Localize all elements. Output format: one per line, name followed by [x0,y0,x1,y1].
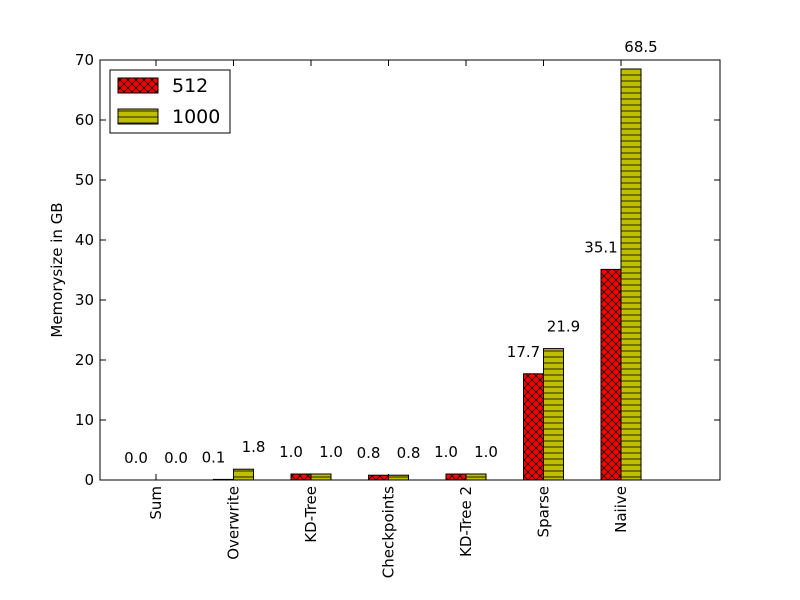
bar-sparse-512 [523,373,544,481]
bar-hatch [543,348,564,481]
y-tick-label: 20 [75,351,94,369]
value-label-overwrite-1000: 1.8 [242,438,266,456]
x-tick-label-naiive: Naiive [612,486,630,533]
value-label-overwrite-512: 0.1 [202,448,226,466]
x-tick-label-kd-tree-2: KD-Tree 2 [457,486,475,557]
value-label-sum-1000: 0.0 [164,449,188,467]
legend: 512 1000 [109,69,231,134]
value-label-kd-tree-1000: 1.0 [319,443,343,461]
value-label-kd-tree-2-512: 1.0 [434,443,458,461]
y-tick-label: 0 [84,471,94,489]
bar-hatch [290,473,312,481]
value-label-checkpoints-1000: 0.8 [397,444,421,462]
bar-hatch [445,473,467,481]
value-label-checkpoints-512: 0.8 [357,444,381,462]
bar-kd-tree-2-512 [445,473,467,481]
bar-hatch [310,473,332,481]
value-label-kd-tree-512: 1.0 [279,443,303,461]
y-axis: 0 10 20 30 40 50 60 70 [75,51,720,489]
bar-checkpoints-512 [368,474,389,481]
legend-hatch-512 [118,78,158,93]
y-tick-label: 10 [75,411,94,429]
value-label-sparse-512: 17.7 [507,343,540,361]
bar-hatch [233,468,254,481]
value-label-kd-tree-2-1000: 1.0 [474,443,498,461]
bar-hatch [523,373,544,481]
bar-hatch [388,474,409,481]
bar-hatch [620,68,642,481]
bar-kd-tree-1000 [310,473,332,481]
bar-hatch [368,474,389,481]
plot-frame [99,59,721,481]
y-tick-label: 50 [75,171,94,189]
bar-kd-tree-2-1000 [465,473,487,481]
value-label-naiive-512: 35.1 [584,238,617,256]
x-tick-label-sparse: Sparse [535,486,553,537]
value-label-sum-512: 0.0 [124,449,148,467]
x-tick-label-kd-tree: KD-Tree [302,486,320,543]
bar-hatch [600,268,622,481]
bar-hatch [465,473,487,481]
x-tick-label-sum: Sum [147,486,165,520]
y-tick-label: 70 [75,51,94,69]
value-labels: 0.0 0.0 0.1 1.8 1.0 1.0 0.8 0.8 1.0 1.0 17.7 21.9 35… [124,38,658,467]
y-axis-label: Memorysize in GB [48,202,66,337]
bars [213,68,642,481]
x-axis: Sum Overwrite KD-Tree Checkpoints KD-Tree 2 S… [147,60,630,578]
bar-naiive-512 [600,268,622,481]
bar-kd-tree-512 [290,473,312,481]
y-tick-label: 60 [75,111,94,129]
bar-checkpoints-1000 [388,474,409,481]
legend-hatch-1000 [118,109,158,124]
bar-overwrite-1000 [233,468,254,481]
y-tick-label: 30 [75,291,94,309]
x-tick-label-checkpoints: Checkpoints [380,486,398,578]
bar-sparse-1000 [543,348,564,481]
legend-label-1000: 1000 [172,106,220,128]
y-tick-label: 40 [75,231,94,249]
value-label-naiive-1000: 68.5 [624,38,657,56]
value-label-sparse-1000: 21.9 [547,318,580,336]
x-tick-label-overwrite: Overwrite [225,486,243,560]
bar-naiive-1000 [620,68,642,481]
legend-label-512: 512 [172,75,208,97]
